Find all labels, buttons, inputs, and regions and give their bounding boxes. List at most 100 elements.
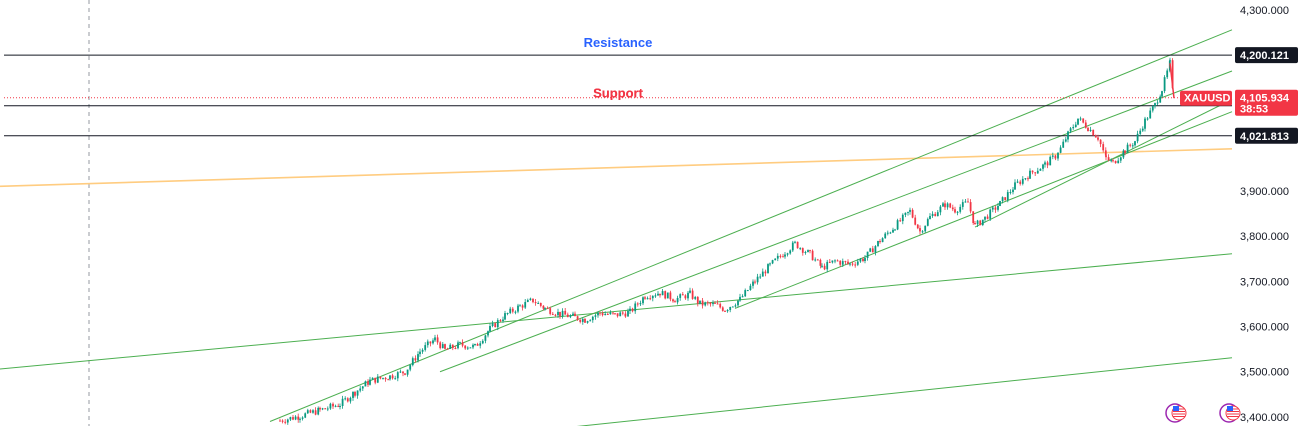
candle-body-230 [854, 264, 857, 266]
candle-body-290 [1004, 197, 1007, 201]
candle-body-2 [284, 421, 287, 423]
candle-body-208 [799, 248, 802, 250]
candle-body-76 [469, 347, 472, 349]
candle-body-54 [414, 358, 417, 361]
trendline-5[interactable] [734, 111, 1233, 309]
candle-body-210 [804, 252, 807, 253]
candle-body-31 [356, 390, 359, 396]
candle-body-291 [1006, 192, 1009, 201]
candle-body-207 [796, 241, 799, 249]
candle-body-27 [346, 398, 349, 402]
flag-us-icon[interactable] [1165, 403, 1187, 423]
candle-body-282 [984, 216, 986, 220]
countdown-label: 38:53 [1240, 104, 1268, 116]
candle-body-170 [704, 302, 707, 306]
price-axis[interactable]: 4,300.000 3,900.000 3,800.000 3,700.000 3,60… [1240, 5, 1289, 424]
candle-body-285 [991, 207, 994, 210]
candle-body-226 [844, 261, 847, 263]
candle-body-196 [769, 263, 771, 265]
candle-body-301 [1031, 170, 1034, 173]
candle-body-284 [989, 209, 992, 219]
candle-body-259 [926, 219, 929, 226]
candle-body-44 [389, 375, 391, 380]
trendline-0[interactable] [0, 147, 1233, 188]
candle-body-161 [681, 294, 684, 296]
candle-body-105 [542, 305, 545, 309]
candle-body-36 [369, 379, 371, 385]
candle-body-286 [994, 207, 997, 210]
candle-body-321 [1079, 118, 1082, 120]
candle-body-11 [306, 410, 309, 414]
candle-body-263 [936, 212, 939, 217]
candle-body-150 [654, 295, 657, 297]
candle-body-278 [974, 223, 976, 225]
candle-body-186 [744, 290, 747, 297]
candle-body-340 [1124, 150, 1126, 153]
candle-body-356 [1163, 77, 1166, 92]
candle-body-300 [1029, 170, 1031, 179]
candle-body-60 [429, 341, 432, 344]
candle-body-68 [449, 344, 452, 349]
candle-body-214 [814, 259, 817, 261]
candle-body-187 [746, 290, 749, 292]
candle-body-114 [564, 310, 567, 315]
candle-body-115 [566, 314, 569, 318]
candle-body-25 [341, 398, 344, 406]
candle-body-164 [689, 290, 691, 293]
candle-body-13 [312, 410, 314, 413]
candle-body-307 [1046, 162, 1049, 166]
candle-body-299 [1027, 178, 1029, 180]
candle-body-112 [559, 311, 561, 317]
candle-body-139 [627, 311, 629, 317]
candle-body-179 [726, 310, 729, 312]
candle-body-322 [1082, 118, 1085, 123]
candle-body-220 [828, 261, 831, 263]
current-price-tag-bg [1235, 89, 1298, 116]
candle-body-94 [514, 311, 517, 313]
flag-us-icon[interactable] [1219, 403, 1241, 423]
candle-body-336 [1114, 160, 1117, 164]
candle-body-137 [621, 312, 624, 314]
candle-body-95 [517, 305, 519, 312]
level-price-tag-0-bg [1235, 47, 1298, 64]
candle-body-119 [576, 316, 579, 320]
candle-body-327 [1094, 135, 1097, 138]
candle-body-204 [789, 250, 792, 254]
candle-body-33 [361, 386, 364, 389]
candle-body-271 [956, 211, 959, 213]
symbol-tag-bg [1180, 90, 1232, 106]
candle-body-4 [289, 417, 292, 420]
candle-body-51 [406, 369, 409, 375]
candle-body-65 [441, 344, 444, 349]
trendline-3[interactable] [269, 29, 1233, 422]
candle-body-184 [739, 296, 741, 301]
candle-body-267 [946, 203, 949, 208]
trendline-1[interactable] [0, 253, 1233, 370]
candle-body-134 [614, 313, 616, 315]
candle-body-249 [901, 214, 904, 222]
candle-body-348 [1144, 118, 1146, 129]
candle-body-342 [1129, 144, 1132, 146]
candle-body-328 [1097, 137, 1099, 140]
candle-body-166 [694, 297, 697, 299]
candle-body-116 [569, 315, 572, 318]
trendline-6[interactable] [974, 99, 1233, 228]
candle-body-83 [487, 331, 489, 336]
candle-body-182 [734, 305, 737, 307]
candle-body-82 [484, 335, 487, 341]
candle-body-129 [601, 313, 604, 316]
trendline-2[interactable] [560, 357, 1233, 426]
candle-body-39 [376, 376, 379, 383]
candle-body-181 [731, 306, 734, 308]
trendline-4[interactable] [439, 70, 1233, 373]
candle-body-279 [976, 220, 979, 225]
candle-body-231 [856, 261, 859, 265]
candle-body-251 [907, 211, 909, 213]
candle-body-133 [612, 312, 614, 314]
candle-body-289 [1001, 197, 1004, 201]
candle-body-185 [741, 296, 744, 298]
candle-body-93 [511, 308, 514, 312]
candle-body-124 [589, 320, 592, 322]
candle-body-171 [706, 302, 709, 304]
